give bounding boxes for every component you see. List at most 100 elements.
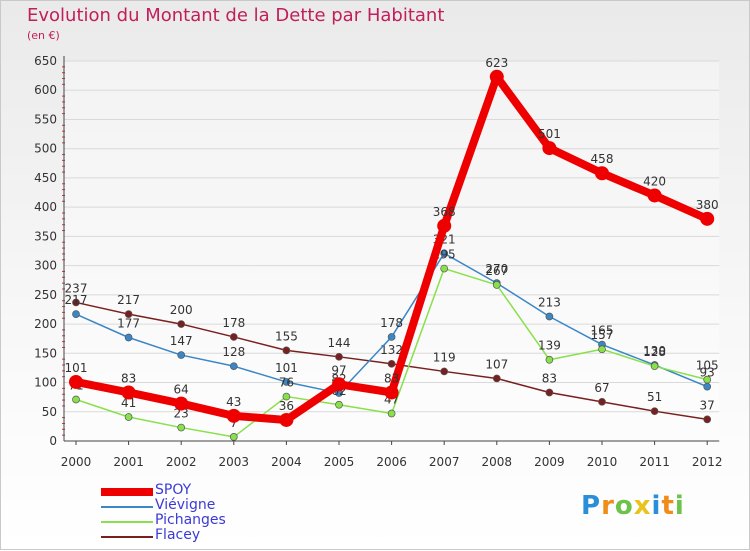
data-label: 139 [538, 339, 561, 353]
data-point [229, 333, 238, 341]
legend-label: Viévigne [155, 497, 216, 513]
data-point [440, 264, 449, 273]
data-label: 368 [433, 205, 456, 219]
data-point [335, 352, 343, 361]
data-label: 165 [591, 324, 614, 338]
x-tick-label: 2009 [534, 455, 565, 469]
data-label: 105 [696, 359, 719, 373]
data-label: 83 [121, 371, 136, 385]
data-label: 213 [538, 295, 561, 309]
legend-item: Flacey [101, 527, 301, 545]
data-point [335, 400, 343, 409]
data-label: 128 [222, 345, 245, 359]
data-point [492, 281, 501, 289]
plot-area [64, 61, 720, 441]
data-point [598, 397, 606, 406]
x-tick-label: 2012 [692, 455, 723, 469]
data-point [545, 388, 554, 397]
y-tick-label: 500 [34, 142, 57, 156]
logo-letter: o [614, 491, 634, 521]
chart-title: Evolution du Montant de la Dette par Hab… [27, 5, 445, 26]
x-tick-label: 2001 [113, 455, 144, 469]
data-point [595, 166, 609, 181]
y-tick-label: 550 [34, 112, 57, 126]
logo-letter: r [601, 491, 615, 521]
data-point [492, 374, 501, 383]
legend: SPOY Viévigne Pichanges Flacey [101, 482, 301, 545]
data-point [279, 412, 294, 427]
data-point [489, 69, 504, 84]
data-point [229, 362, 238, 371]
data-label: 128 [643, 345, 666, 359]
data-point [542, 141, 557, 156]
y-tick-label: 200 [34, 317, 57, 331]
data-point [229, 433, 238, 441]
chart-subtitle: (en €) [27, 29, 60, 42]
y-tick-label: 300 [34, 259, 57, 273]
data-label: 23 [174, 407, 189, 421]
data-label: 237 [65, 281, 88, 295]
data-label: 130 [643, 344, 666, 358]
y-tick-label: 350 [34, 229, 57, 243]
data-point [387, 359, 396, 368]
data-label: 41 [121, 396, 136, 410]
x-tick-label: 2002 [166, 455, 197, 469]
data-point [703, 382, 712, 391]
logo-letter: i [674, 491, 685, 521]
x-tick-label: 2004 [271, 455, 302, 469]
data-point [177, 423, 186, 432]
data-label: 380 [696, 198, 719, 212]
data-label: 420 [643, 174, 666, 188]
data-label: 132 [380, 343, 403, 357]
x-tick-label: 2006 [376, 455, 407, 469]
data-point [282, 346, 291, 355]
y-tick-label: 0 [49, 434, 57, 448]
data-label: 37 [700, 398, 715, 412]
y-tick-label: 600 [34, 83, 57, 97]
data-label: 157 [591, 328, 614, 342]
x-tick-label: 2003 [219, 455, 250, 469]
data-point [437, 218, 452, 233]
logo-letter: i [651, 491, 662, 521]
data-point [650, 407, 659, 416]
data-point [282, 392, 291, 401]
data-point [440, 367, 449, 376]
legend-swatch [101, 488, 153, 496]
data-label: 107 [485, 357, 508, 371]
data-label: 217 [65, 293, 88, 307]
data-point [440, 249, 449, 258]
data-label: 501 [538, 127, 561, 141]
data-point [72, 395, 80, 404]
legend-label: Flacey [155, 527, 201, 543]
data-point [545, 312, 554, 321]
data-point [703, 415, 712, 424]
data-label: 64 [174, 383, 189, 397]
data-point [545, 355, 554, 364]
data-point [177, 351, 186, 359]
x-tick-label: 2000 [61, 455, 92, 469]
data-label: 144 [328, 336, 351, 350]
data-label: 67 [594, 381, 609, 395]
legend-item: SPOY [101, 482, 301, 500]
data-label: 458 [591, 152, 614, 166]
data-label: 101 [275, 361, 298, 375]
data-point [72, 298, 80, 307]
logo-letter: x [633, 491, 652, 521]
data-label: 51 [647, 390, 662, 404]
logo-letter: P [581, 491, 602, 521]
legend-label: SPOY [155, 482, 192, 498]
data-label: 177 [117, 317, 140, 331]
data-point [387, 333, 396, 341]
data-label: 267 [485, 264, 508, 278]
data-point [174, 396, 189, 411]
data-label: 119 [433, 350, 456, 364]
y-tick-label: 150 [34, 346, 57, 360]
data-label: 147 [170, 334, 193, 348]
y-tick-label: 650 [34, 54, 57, 68]
data-label: 93 [700, 366, 715, 380]
logo-letter: t [661, 491, 675, 521]
data-label: 83 [542, 371, 557, 385]
y-tick-label: 250 [34, 288, 57, 302]
